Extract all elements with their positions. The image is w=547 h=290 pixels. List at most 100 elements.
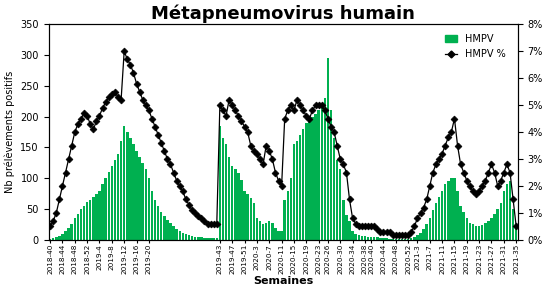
Bar [163, 217, 166, 240]
Bar [388, 239, 391, 240]
Bar [373, 238, 375, 240]
Bar [465, 218, 468, 240]
Bar [67, 228, 70, 240]
Bar [129, 138, 132, 240]
Bar [117, 154, 119, 240]
Bar [453, 178, 456, 240]
Bar [376, 238, 379, 240]
Bar [308, 120, 311, 240]
Bar [160, 212, 162, 240]
Bar [142, 163, 144, 240]
Bar [283, 200, 286, 240]
Bar [203, 238, 206, 240]
Bar [166, 220, 168, 240]
Bar [398, 239, 400, 240]
Bar [327, 58, 329, 240]
Bar [231, 166, 234, 240]
Bar [330, 110, 332, 240]
Bar [370, 237, 373, 240]
Bar [114, 160, 116, 240]
Bar [426, 224, 428, 240]
Bar [505, 184, 508, 240]
Title: Métapneumovirus humain: Métapneumovirus humain [151, 4, 415, 23]
Bar [108, 172, 110, 240]
Bar [110, 166, 113, 240]
Bar [379, 238, 382, 240]
Bar [324, 98, 326, 240]
Bar [234, 169, 236, 240]
X-axis label: Semaines: Semaines [253, 276, 313, 286]
Bar [212, 238, 215, 240]
Bar [58, 236, 61, 240]
Bar [138, 157, 141, 240]
Bar [317, 110, 320, 240]
Bar [497, 209, 499, 240]
Bar [225, 144, 228, 240]
Bar [493, 214, 496, 240]
Bar [249, 198, 252, 240]
Bar [83, 206, 85, 240]
Bar [52, 238, 55, 240]
Bar [342, 200, 345, 240]
Bar [456, 191, 459, 240]
Bar [154, 200, 156, 240]
Bar [185, 234, 187, 240]
Bar [219, 126, 221, 240]
Bar [321, 104, 323, 240]
Bar [265, 223, 267, 240]
Bar [441, 191, 444, 240]
Bar [148, 178, 150, 240]
Bar [302, 129, 305, 240]
Bar [382, 238, 385, 240]
Bar [210, 238, 212, 240]
Bar [89, 200, 91, 240]
Bar [271, 223, 274, 240]
Bar [364, 236, 366, 240]
Bar [490, 218, 493, 240]
Bar [194, 237, 196, 240]
Bar [98, 191, 101, 240]
Bar [360, 235, 363, 240]
Bar [71, 224, 73, 240]
Bar [339, 169, 341, 240]
Bar [126, 132, 129, 240]
Bar [144, 169, 147, 240]
Bar [77, 214, 79, 240]
Bar [262, 224, 264, 240]
Bar [404, 239, 406, 240]
Bar [367, 237, 369, 240]
Bar [277, 231, 280, 240]
Bar [462, 212, 465, 240]
Bar [385, 238, 388, 240]
Bar [345, 215, 348, 240]
Y-axis label: Nb prélèvements positifs: Nb prélèvements positifs [4, 71, 15, 193]
Bar [255, 218, 258, 240]
Bar [243, 191, 246, 240]
Legend: HMPV, HMPV %: HMPV, HMPV % [442, 31, 508, 62]
Bar [478, 226, 480, 240]
Bar [407, 239, 409, 240]
Bar [200, 238, 202, 240]
Bar [305, 123, 307, 240]
Bar [151, 191, 153, 240]
Bar [512, 209, 514, 240]
Bar [336, 160, 339, 240]
Bar [222, 138, 224, 240]
Bar [475, 226, 478, 240]
Bar [135, 151, 138, 240]
Bar [428, 218, 431, 240]
Bar [197, 238, 200, 240]
Bar [268, 222, 271, 240]
Bar [101, 184, 104, 240]
Bar [296, 141, 298, 240]
Bar [157, 206, 159, 240]
Bar [80, 209, 82, 240]
Bar [472, 224, 474, 240]
Bar [394, 239, 397, 240]
Bar [253, 203, 255, 240]
Bar [182, 233, 184, 240]
Bar [351, 231, 354, 240]
Bar [416, 235, 418, 240]
Bar [311, 117, 314, 240]
Bar [499, 203, 502, 240]
